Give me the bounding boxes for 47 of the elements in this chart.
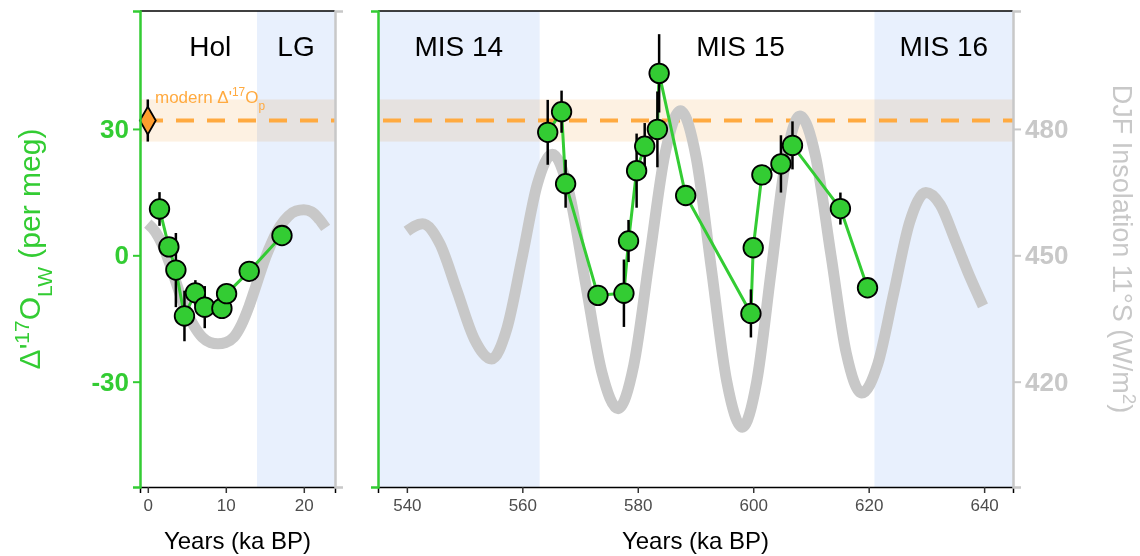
point <box>829 197 852 220</box>
point <box>271 224 293 247</box>
point <box>165 259 187 281</box>
x-tick-label: 620 <box>854 496 884 516</box>
x-axis-title: Years (ka BP) <box>163 527 312 554</box>
ref-line-label: modern Δ'$^{17}$O$_{p}$ <box>155 84 266 113</box>
y-tick-label: 30 <box>100 113 129 144</box>
point <box>537 121 559 143</box>
point <box>625 160 648 182</box>
band-label: MIS 14 <box>414 31 504 62</box>
band-label: LG <box>277 31 315 62</box>
y-tick-label: 0 <box>114 240 129 271</box>
point <box>158 236 180 258</box>
point <box>148 198 171 220</box>
x-tick-label: 10 <box>216 496 236 516</box>
point <box>742 237 764 259</box>
x-tick-label: 640 <box>970 496 999 516</box>
point <box>613 282 635 304</box>
y-tick-label: -30 <box>91 366 129 397</box>
point <box>550 101 573 123</box>
point <box>648 62 670 84</box>
annotation: Hol <box>189 31 232 62</box>
x-tick-label: 580 <box>624 496 653 516</box>
x-tick-label: 600 <box>739 496 768 516</box>
x-tick-label: 560 <box>508 496 538 516</box>
x-tick-label: 0 <box>143 496 154 516</box>
point <box>646 118 669 141</box>
point <box>770 153 792 175</box>
x-tick-label: 20 <box>294 496 314 516</box>
point <box>781 134 804 157</box>
point <box>740 302 762 325</box>
point <box>751 164 773 186</box>
point <box>184 282 207 304</box>
point <box>238 260 260 282</box>
point <box>856 277 879 299</box>
point <box>587 284 609 306</box>
point <box>617 230 640 252</box>
band-label: MIS 16 <box>899 31 989 62</box>
point <box>194 296 216 318</box>
point <box>675 184 697 207</box>
point <box>173 305 196 327</box>
point <box>554 173 577 195</box>
x-tick-label: 540 <box>393 496 422 516</box>
point <box>634 135 656 157</box>
point <box>215 283 238 305</box>
annotation: MIS 15 <box>696 31 785 62</box>
x-axis-title: Years (ka BP) <box>621 527 770 554</box>
